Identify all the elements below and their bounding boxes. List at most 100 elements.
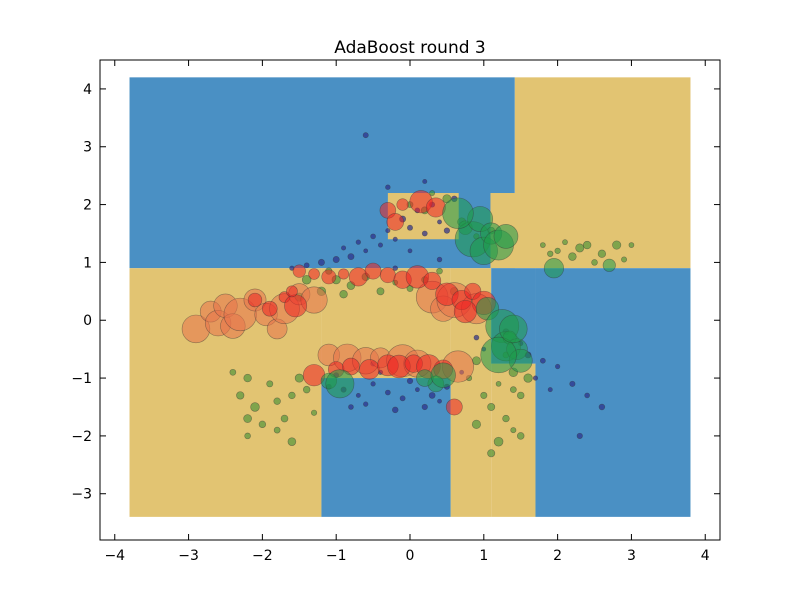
data-point [325,369,355,399]
data-point [243,414,252,423]
data-point [602,258,616,272]
y-tick-label: 2 [83,198,92,214]
data-point [429,190,436,196]
data-point [517,391,525,400]
data-point [612,240,622,250]
plot-area [129,77,691,517]
data-point [510,427,517,434]
data-point [575,243,585,253]
data-point [379,267,396,284]
data-point [385,389,391,396]
data-point [321,269,337,285]
data-point [370,381,376,387]
data-point [480,391,488,399]
data-point [301,275,312,285]
data-point [598,403,606,411]
data-point [288,391,296,400]
data-point [428,392,436,399]
data-point [554,247,561,254]
series-group-4 [320,197,616,399]
data-point [364,262,382,280]
data-point [416,369,434,387]
data-point [392,236,398,242]
data-point [453,300,477,324]
data-point [370,233,376,240]
region-blue-9 [535,268,691,517]
data-point [359,359,380,380]
data-point [363,401,369,407]
chart-title: AdaBoost round 3 [334,38,486,58]
data-point [377,242,383,248]
decision-regions [129,77,691,517]
data-point [407,224,413,231]
data-point [540,242,546,248]
data-point [292,264,306,278]
x-tick-label: −1 [326,548,347,564]
data-point [339,290,348,299]
data-point [308,268,320,280]
data-point [555,363,561,370]
x-tick-label: 0 [406,548,415,564]
data-point [568,252,577,261]
region-yellow-1 [514,77,691,194]
data-point [280,414,289,423]
data-point [436,267,443,275]
data-point [523,373,533,383]
data-point [347,253,355,261]
data-point [437,219,442,225]
y-tick-label: 4 [83,82,92,98]
data-point [584,392,590,399]
data-point [423,271,442,290]
data-point [392,406,399,414]
data-point [247,292,263,308]
x-tick-label: −4 [104,548,125,564]
data-point [302,385,311,394]
x-tick-label: 3 [627,548,636,564]
data-point [442,197,474,229]
data-point [261,300,278,317]
data-point [258,420,267,429]
data-point [414,387,420,393]
data-point [399,395,406,402]
data-point [392,265,398,271]
data-point [510,386,517,393]
data-point [547,387,553,393]
data-point [396,198,409,211]
data-point [385,228,391,234]
x-tick-label: −3 [178,548,199,564]
data-point [243,373,252,383]
data-point [562,239,568,246]
data-point [407,248,413,254]
x-axis-ticks: −4 −3 −2 −1 0 1 2 3 4 [104,60,710,564]
data-point [287,437,297,446]
data-point [547,250,554,257]
y-tick-label: −2 [71,429,92,445]
data-point [499,314,528,344]
region-yellow-2 [490,193,691,269]
data-point [341,245,347,251]
data-point [273,426,281,434]
data-point [338,268,350,280]
x-tick-label: 4 [701,548,710,564]
region-blue-7 [321,378,451,517]
data-point [437,398,442,404]
data-point [443,227,451,234]
data-point [229,368,237,376]
y-tick-label: −1 [71,371,92,387]
data-point [493,436,504,447]
data-point [406,377,414,385]
data-point [569,380,576,387]
data-point [421,230,428,237]
y-tick-label: 1 [83,255,92,271]
data-point [473,334,480,341]
data-point [597,249,607,258]
data-point [284,294,308,318]
data-point [493,224,519,249]
data-point [516,432,525,440]
data-point [487,403,496,411]
data-point [422,178,428,184]
data-point [576,432,583,439]
y-tick-label: −3 [71,487,92,503]
data-point [266,380,274,388]
